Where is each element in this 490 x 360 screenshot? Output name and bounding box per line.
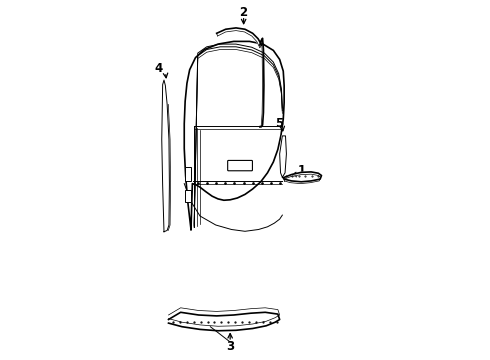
Text: 2: 2	[240, 6, 248, 19]
Polygon shape	[280, 136, 286, 177]
Bar	[185, 167, 192, 181]
Text: 4: 4	[154, 62, 162, 75]
Text: 5: 5	[275, 117, 284, 130]
Text: 3: 3	[226, 340, 234, 353]
Polygon shape	[283, 172, 321, 184]
Polygon shape	[162, 80, 170, 232]
Polygon shape	[169, 312, 280, 331]
Bar	[185, 190, 192, 202]
Polygon shape	[217, 28, 262, 48]
FancyBboxPatch shape	[228, 161, 252, 171]
Text: 1: 1	[298, 165, 306, 177]
